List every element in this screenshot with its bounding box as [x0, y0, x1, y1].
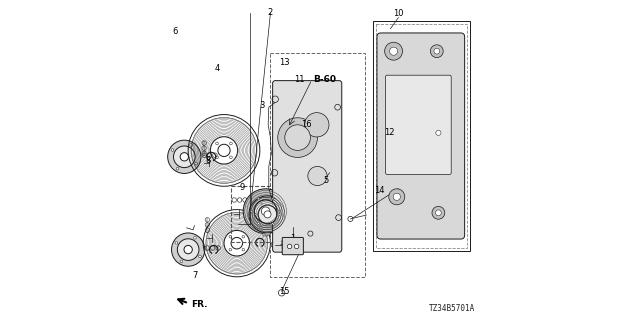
Circle shape: [173, 146, 195, 168]
Circle shape: [389, 189, 405, 205]
Circle shape: [190, 144, 193, 146]
Text: B-60: B-60: [280, 242, 303, 251]
FancyBboxPatch shape: [377, 33, 465, 239]
Circle shape: [194, 236, 196, 239]
Circle shape: [259, 205, 276, 224]
Text: 7: 7: [192, 271, 197, 280]
Circle shape: [177, 239, 199, 260]
Circle shape: [249, 196, 286, 233]
Circle shape: [294, 244, 299, 249]
Text: 9: 9: [240, 183, 245, 192]
Text: 3: 3: [259, 101, 264, 110]
Text: B-60: B-60: [314, 75, 337, 84]
Circle shape: [176, 167, 179, 170]
Circle shape: [287, 244, 292, 249]
Text: TZ34B5701A: TZ34B5701A: [429, 304, 475, 313]
FancyBboxPatch shape: [385, 75, 451, 174]
Circle shape: [432, 206, 445, 219]
Circle shape: [434, 48, 440, 54]
Circle shape: [308, 166, 327, 186]
Circle shape: [385, 42, 403, 60]
Circle shape: [279, 210, 281, 212]
Text: 5: 5: [323, 176, 328, 185]
Circle shape: [436, 130, 441, 135]
Text: 14: 14: [374, 186, 384, 195]
Circle shape: [433, 127, 444, 139]
Circle shape: [180, 260, 182, 263]
Circle shape: [272, 198, 274, 200]
Text: 12: 12: [384, 128, 394, 137]
Circle shape: [261, 204, 262, 205]
Circle shape: [171, 149, 174, 151]
Circle shape: [273, 204, 274, 205]
Circle shape: [273, 224, 274, 225]
Circle shape: [198, 255, 202, 258]
Circle shape: [393, 193, 401, 200]
Circle shape: [390, 47, 397, 55]
FancyBboxPatch shape: [266, 233, 269, 235]
Text: FR.: FR.: [191, 300, 207, 309]
Circle shape: [278, 214, 280, 215]
FancyBboxPatch shape: [282, 237, 303, 255]
Text: 4: 4: [214, 64, 220, 73]
Circle shape: [243, 189, 288, 234]
Text: 16: 16: [301, 120, 312, 129]
Text: 1: 1: [291, 234, 296, 243]
Circle shape: [172, 233, 205, 266]
Circle shape: [168, 140, 201, 173]
Text: 6: 6: [173, 27, 178, 36]
Circle shape: [250, 210, 252, 212]
Circle shape: [184, 245, 192, 254]
Circle shape: [435, 210, 442, 216]
Circle shape: [261, 207, 270, 215]
Circle shape: [195, 162, 198, 165]
Text: 11: 11: [294, 75, 304, 84]
Circle shape: [255, 200, 277, 222]
Circle shape: [180, 153, 189, 161]
Text: 15: 15: [280, 287, 290, 296]
Circle shape: [248, 205, 249, 206]
Circle shape: [261, 224, 262, 225]
FancyBboxPatch shape: [263, 233, 268, 236]
FancyBboxPatch shape: [273, 81, 342, 252]
Text: 13: 13: [279, 58, 290, 67]
Circle shape: [175, 242, 178, 244]
Circle shape: [431, 45, 443, 58]
Circle shape: [255, 214, 257, 215]
Circle shape: [272, 223, 274, 224]
Circle shape: [257, 223, 259, 224]
Circle shape: [285, 125, 310, 150]
Circle shape: [264, 211, 271, 218]
Circle shape: [278, 118, 317, 157]
Text: 8: 8: [205, 156, 211, 164]
Circle shape: [305, 113, 329, 137]
Text: 10: 10: [393, 9, 404, 18]
Text: 2: 2: [268, 8, 273, 17]
Circle shape: [257, 198, 259, 200]
Circle shape: [213, 160, 214, 161]
